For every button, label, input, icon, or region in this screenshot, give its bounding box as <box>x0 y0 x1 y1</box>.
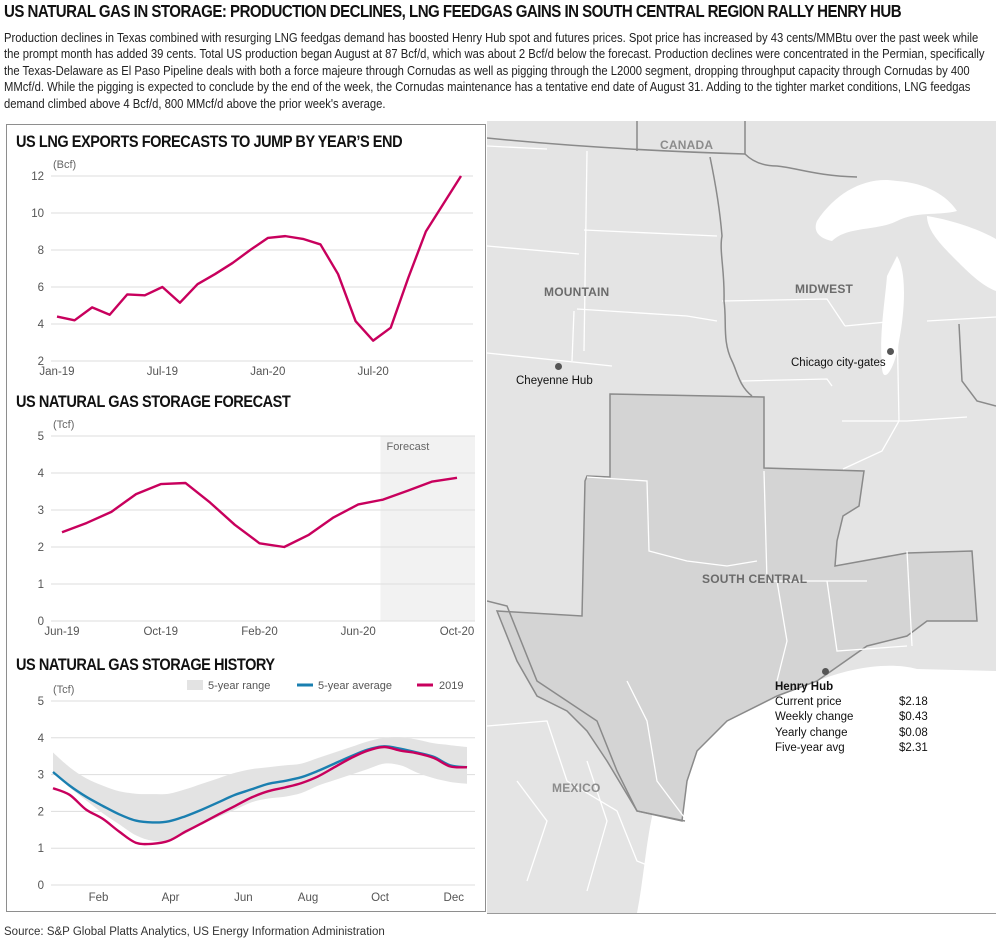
region-label-mountain: MOUNTAIN <box>544 285 610 299</box>
y-axis-unit: (Bcf) <box>53 159 76 171</box>
x-tick-label: Jun <box>234 892 253 904</box>
legend-label-2019: 2019 <box>439 680 463 692</box>
henry-hub-marker[interactable] <box>822 668 829 675</box>
x-tick-label: Feb <box>89 892 109 904</box>
y-tick-label: 5 <box>38 431 44 443</box>
price-label: Current price <box>775 696 842 709</box>
lake-superior <box>815 180 957 241</box>
map-shapes <box>487 121 996 913</box>
chart-title-lng-exports: US LNG EXPORTS FORECASTS TO JUMP BY YEAR… <box>16 133 403 151</box>
x-tick-label: Oct <box>371 892 390 904</box>
chart-title-storage-history: US NATURAL GAS STORAGE HISTORY <box>16 656 275 674</box>
price-row-current: Current price $2.18 <box>775 695 928 710</box>
y-tick-label: 0 <box>38 880 44 892</box>
lake-huron <box>927 216 996 291</box>
chicago-city-gates-marker[interactable] <box>887 348 894 355</box>
y-tick-label: 5 <box>38 696 44 708</box>
region-label-south-central: SOUTH CENTRAL <box>702 572 808 586</box>
five-year-average-line <box>52 745 468 824</box>
y-tick-label: 2 <box>38 542 44 554</box>
intro-paragraph: Production declines in Texas combined wi… <box>4 30 985 111</box>
chart-storage-history: 0 1 2 3 4 5 (Tcf) Feb Apr Jun Aug Oct Dec 5-year rang… <box>38 680 475 904</box>
x-tick-label: Jun-19 <box>44 626 79 638</box>
y-tick-label: 1 <box>38 579 44 591</box>
y-tick-label: 3 <box>38 770 44 782</box>
price-label: Yearly change <box>775 726 848 739</box>
x-tick-label: Feb-20 <box>241 626 277 638</box>
y-tick-label: 12 <box>31 171 44 183</box>
forecast-region <box>380 436 475 621</box>
x-tick-label: Jul-19 <box>147 366 178 378</box>
x-tick-label: Jan-19 <box>39 366 74 378</box>
price-value: $2.18 <box>899 696 928 709</box>
y-axis-unit: (Tcf) <box>53 419 74 431</box>
y-axis-unit: (Tcf) <box>53 684 74 696</box>
x-tick-label: Jun-20 <box>341 626 376 638</box>
chart-title-storage-forecast: US NATURAL GAS STORAGE FORECAST <box>16 393 291 411</box>
x-tick-label: Jan-20 <box>250 366 285 378</box>
lng-exports-line <box>56 175 463 342</box>
price-label: Five-year avg <box>775 741 845 754</box>
price-value: $0.08 <box>899 726 928 739</box>
x-tick-label: Dec <box>444 892 465 904</box>
y-tick-label: 2 <box>38 356 44 368</box>
y-tick-label: 8 <box>38 245 44 257</box>
x-tick-label: Aug <box>298 892 318 904</box>
country-borders <box>487 121 996 822</box>
lake-michigan <box>881 256 904 376</box>
price-row-yearly: Yearly change $0.08 <box>775 726 928 741</box>
y-tick-label: 3 <box>38 505 44 517</box>
cheyenne-hub-marker[interactable] <box>555 363 562 370</box>
y-tick-label: 4 <box>38 468 45 480</box>
chart-storage-forecast: 0 1 2 3 4 5 (Tcf) Forecast Jun-19 Oct-19 Feb-20 Jun… <box>38 419 475 638</box>
x-tick-label: Oct-19 <box>143 626 178 638</box>
legend-label-range: 5-year range <box>208 680 270 692</box>
price-value: $0.43 <box>899 711 928 724</box>
page-title: US NATURAL GAS IN STORAGE: PRODUCTION DE… <box>4 1 902 21</box>
y-tick-label: 6 <box>38 282 44 294</box>
henry-hub-title: Henry Hub <box>775 681 834 693</box>
henry-hub-price-box: Henry Hub Current price $2.18 Weekly cha… <box>775 680 928 756</box>
x-tick-label: Jul-20 <box>358 366 389 378</box>
charts-panel: US LNG EXPORTS FORECASTS TO JUMP BY YEAR… <box>6 124 486 912</box>
y-tick-label: 0 <box>38 616 44 628</box>
price-value: $2.31 <box>899 741 928 754</box>
price-row-weekly: Weekly change $0.43 <box>775 710 928 725</box>
price-label: Weekly change <box>775 711 854 724</box>
series-2019-line <box>52 745 468 846</box>
y-tick-label: 2 <box>38 806 44 818</box>
five-year-range-band <box>53 736 467 842</box>
y-tick-label: 4 <box>38 733 45 745</box>
region-label-mexico: MEXICO <box>552 781 601 795</box>
legend-swatch-range <box>187 680 203 690</box>
x-tick-label: Oct-20 <box>440 626 475 638</box>
chart-lng-exports: 2 4 6 8 10 12 (Bcf) Jan-19 Jul-19 Jan-20 Jul-20 <box>31 159 473 378</box>
chicago-city-gates-label: Chicago city-gates <box>791 357 886 369</box>
source-note: Source: S&P Global Platts Analytics, US … <box>4 926 385 938</box>
y-tick-label: 10 <box>31 208 44 220</box>
x-tick-label: Apr <box>162 892 180 904</box>
region-label-canada: CANADA <box>660 138 714 152</box>
state-borders <box>487 145 996 892</box>
region-label-midwest: MIDWEST <box>795 282 854 296</box>
y-tick-label: 1 <box>38 843 44 855</box>
cheyenne-hub-label: Cheyenne Hub <box>516 375 593 387</box>
legend-label-average: 5-year average <box>318 680 392 692</box>
south-central-region <box>495 393 978 822</box>
us-regions-map: CANADA MOUNTAIN MIDWEST SOUTH CENTRAL ME… <box>487 121 996 914</box>
gulf-of-mexico <box>637 665 996 913</box>
price-row-five-year: Five-year avg $2.31 <box>775 741 928 756</box>
y-tick-label: 4 <box>38 319 45 331</box>
forecast-label: Forecast <box>386 441 429 453</box>
